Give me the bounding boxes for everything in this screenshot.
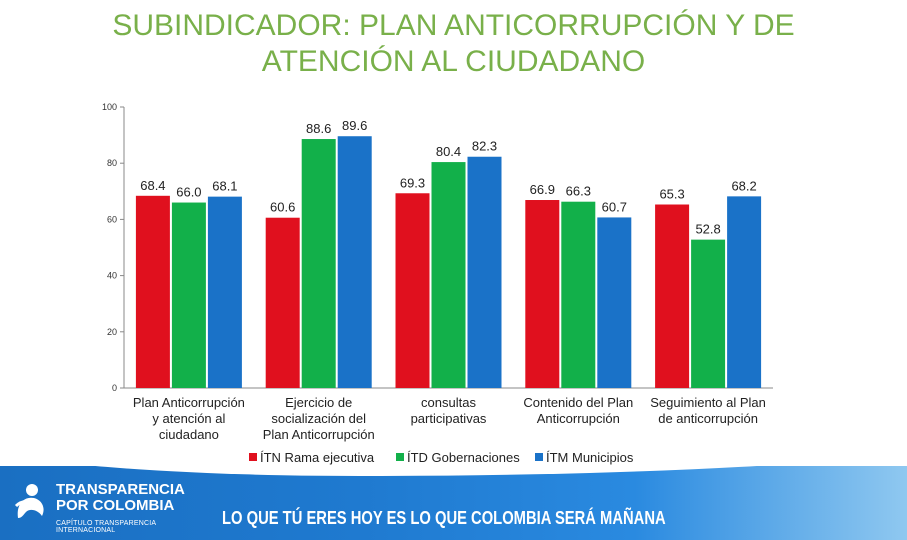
- data-label: 66.3: [566, 184, 591, 199]
- category-label: Ejercicio de socialización del Plan Antico…: [263, 395, 375, 442]
- data-label: 89.6: [342, 118, 367, 133]
- legend-swatch: [396, 453, 404, 461]
- bar: [655, 204, 690, 388]
- transparencia-logo: TRANSPARENCIA POR COLOMBIA CAPÍTULO TRAN…: [12, 480, 185, 536]
- logo-subtitle: CAPÍTULO TRANSPARENCIA INTERNACIONAL: [56, 520, 156, 534]
- category-label: Plan Anticorrupción y atención al ciudadan…: [133, 395, 245, 442]
- bar: [395, 193, 430, 388]
- data-label: 69.3: [400, 175, 425, 190]
- data-label: 82.3: [472, 139, 497, 154]
- bar: [597, 217, 632, 388]
- legend-swatch: [535, 453, 543, 461]
- legend-label: ÍTD Gobernaciones: [407, 450, 520, 465]
- legend-swatch: [249, 453, 257, 461]
- slogan: LO QUE TÚ ERES HOY ES LO QUE COLOMBIA SE…: [222, 508, 666, 528]
- category-label: consultas participativas: [411, 395, 487, 426]
- data-label: 80.4: [436, 144, 461, 159]
- bar: [431, 162, 466, 388]
- bar: [265, 217, 300, 388]
- bar-chart: 0 20 40 60 80 100 68.4 66.0 68.1 Plan Anticorrupc…: [102, 102, 773, 465]
- logo-line2: POR COLOMBIA: [56, 497, 175, 514]
- bar: [691, 239, 726, 388]
- y-tick-label: 100: [102, 102, 117, 112]
- logo-line1: TRANSPARENCIA: [56, 481, 185, 498]
- data-label: 88.6: [306, 121, 331, 136]
- y-tick-label: 40: [107, 271, 117, 281]
- y-tick-label: 60: [107, 214, 117, 224]
- data-label: 68.4: [140, 178, 165, 193]
- bar: [171, 202, 206, 388]
- data-label: 60.7: [602, 199, 627, 214]
- data-label: 68.2: [731, 178, 756, 193]
- data-label: 68.1: [212, 179, 237, 194]
- footer-banner: TRANSPARENCIA POR COLOMBIA CAPÍTULO TRAN…: [0, 466, 907, 540]
- data-label: 65.3: [659, 187, 684, 202]
- data-label: 52.8: [695, 222, 720, 237]
- category-label: Contenido del Plan Anticorrupción: [523, 395, 633, 426]
- data-label: 60.6: [270, 200, 295, 215]
- chart-title-line2: ATENCIÓN AL CIUDADANO: [261, 45, 646, 78]
- bar: [207, 196, 242, 388]
- y-tick-label: 0: [112, 383, 117, 393]
- y-tick-label: 80: [107, 158, 117, 168]
- category-label: Seguimiento al Plan de anticorrupción: [650, 395, 766, 426]
- data-label: 66.0: [176, 185, 201, 200]
- bar: [135, 195, 170, 388]
- data-label: 66.9: [530, 182, 555, 197]
- legend-label: ÍTM Municipios: [546, 450, 634, 465]
- legend-label: ÍTN Rama ejecutiva: [260, 450, 375, 465]
- bar: [525, 200, 560, 388]
- chart-title: SUBINDICADOR: PLAN ANTICORRUPCIÓN Y DE A…: [0, 8, 907, 80]
- bar: [337, 136, 372, 388]
- bar: [727, 196, 762, 388]
- y-tick-label: 20: [107, 327, 117, 337]
- bar: [561, 201, 596, 388]
- bar: [301, 139, 336, 388]
- bar: [467, 156, 502, 388]
- person-logo-icon: [14, 484, 44, 518]
- chart-title-line1: SUBINDICADOR: PLAN ANTICORRUPCIÓN Y DE: [112, 9, 795, 42]
